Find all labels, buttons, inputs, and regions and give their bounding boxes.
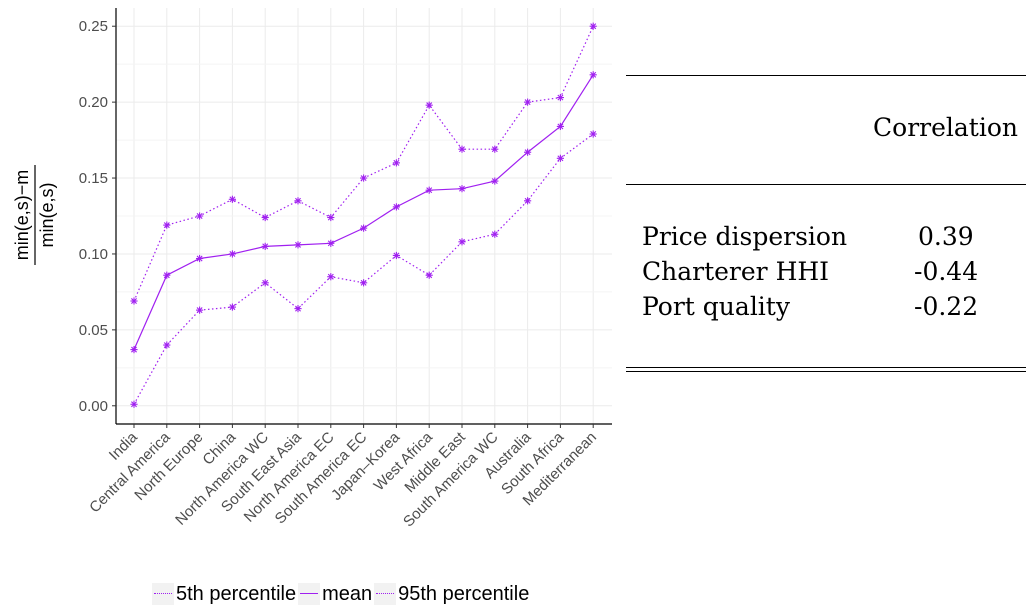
data-point [294, 241, 302, 249]
legend-key-dotted [374, 583, 397, 605]
data-point [524, 148, 532, 156]
data-point [458, 145, 466, 153]
data-point [163, 271, 171, 279]
legend-item-mean: mean [298, 583, 374, 606]
data-point [261, 242, 269, 250]
table-header: Correlation [873, 113, 1018, 142]
table-row-label: Charterer HHI [642, 257, 830, 286]
table-top-rule [626, 75, 1026, 76]
data-point [589, 71, 597, 79]
data-point [392, 159, 400, 167]
table-bottom-rule [626, 371, 1026, 372]
y-axis-label-numerator: min(e,s)−m [12, 170, 32, 261]
y-axis-label-denominator: min(e,s) [37, 182, 57, 247]
y-tick-label: 0.05 [79, 322, 108, 339]
y-tick-label: 0.20 [79, 94, 108, 111]
data-point [491, 145, 499, 153]
data-point [228, 303, 236, 311]
data-point [196, 212, 204, 220]
legend-key-dotted [152, 583, 174, 605]
data-point [327, 273, 335, 281]
legend-label: mean [322, 582, 373, 605]
data-point [228, 250, 236, 258]
y-tick-label: 0.00 [79, 398, 108, 415]
data-point [458, 238, 466, 246]
data-point [163, 341, 171, 349]
data-point [425, 186, 433, 194]
legend-item-5th: 5th percentile [152, 583, 298, 606]
data-point [556, 154, 564, 162]
legend: 5th percentile mean 95th percentile [152, 580, 531, 608]
table-row-value: -0.22 [914, 292, 979, 321]
y-axis-label: min(e,s)−m min(e,s) [12, 165, 57, 265]
data-point [556, 122, 564, 131]
legend-item-95th: 95th percentile [374, 583, 531, 606]
data-point [589, 130, 597, 138]
data-point [491, 230, 499, 238]
data-point [261, 279, 269, 287]
legend-key-solid [298, 583, 321, 605]
data-point [163, 221, 171, 229]
data-point [294, 197, 302, 205]
data-point [556, 93, 564, 102]
data-point [491, 177, 499, 185]
data-point [589, 22, 597, 30]
table-row-label: Port quality [642, 292, 790, 321]
data-point [425, 271, 433, 279]
data-point [327, 213, 335, 222]
data-point [130, 346, 138, 354]
data-point [524, 98, 532, 106]
data-point [130, 400, 138, 408]
data-point [327, 239, 335, 247]
table-row-value: -0.44 [914, 257, 979, 286]
data-point [261, 213, 269, 222]
chart-grid [116, 8, 612, 424]
data-point [392, 203, 400, 211]
data-point [130, 297, 138, 305]
data-point [196, 306, 204, 314]
data-point [360, 224, 368, 232]
data-point [360, 279, 368, 287]
y-tick-label: 0.15 [79, 170, 108, 187]
data-point [458, 185, 466, 193]
legend-label: 5th percentile [176, 582, 297, 605]
data-point [228, 195, 236, 203]
data-point [196, 254, 204, 263]
table-header-rule [626, 184, 1026, 185]
data-point [360, 174, 368, 182]
legend-label: 95th percentile [398, 582, 530, 605]
table-bottom-rule [626, 367, 1026, 368]
data-point [392, 251, 400, 260]
data-point [425, 101, 433, 109]
data-point [524, 197, 532, 205]
y-tick-label: 0.10 [79, 246, 108, 263]
table-row-value: 0.39 [918, 222, 974, 251]
y-tick-label: 0.25 [79, 18, 108, 35]
chart-series [130, 22, 597, 408]
table-row-label: Price dispersion [642, 222, 848, 251]
data-point [294, 305, 302, 313]
